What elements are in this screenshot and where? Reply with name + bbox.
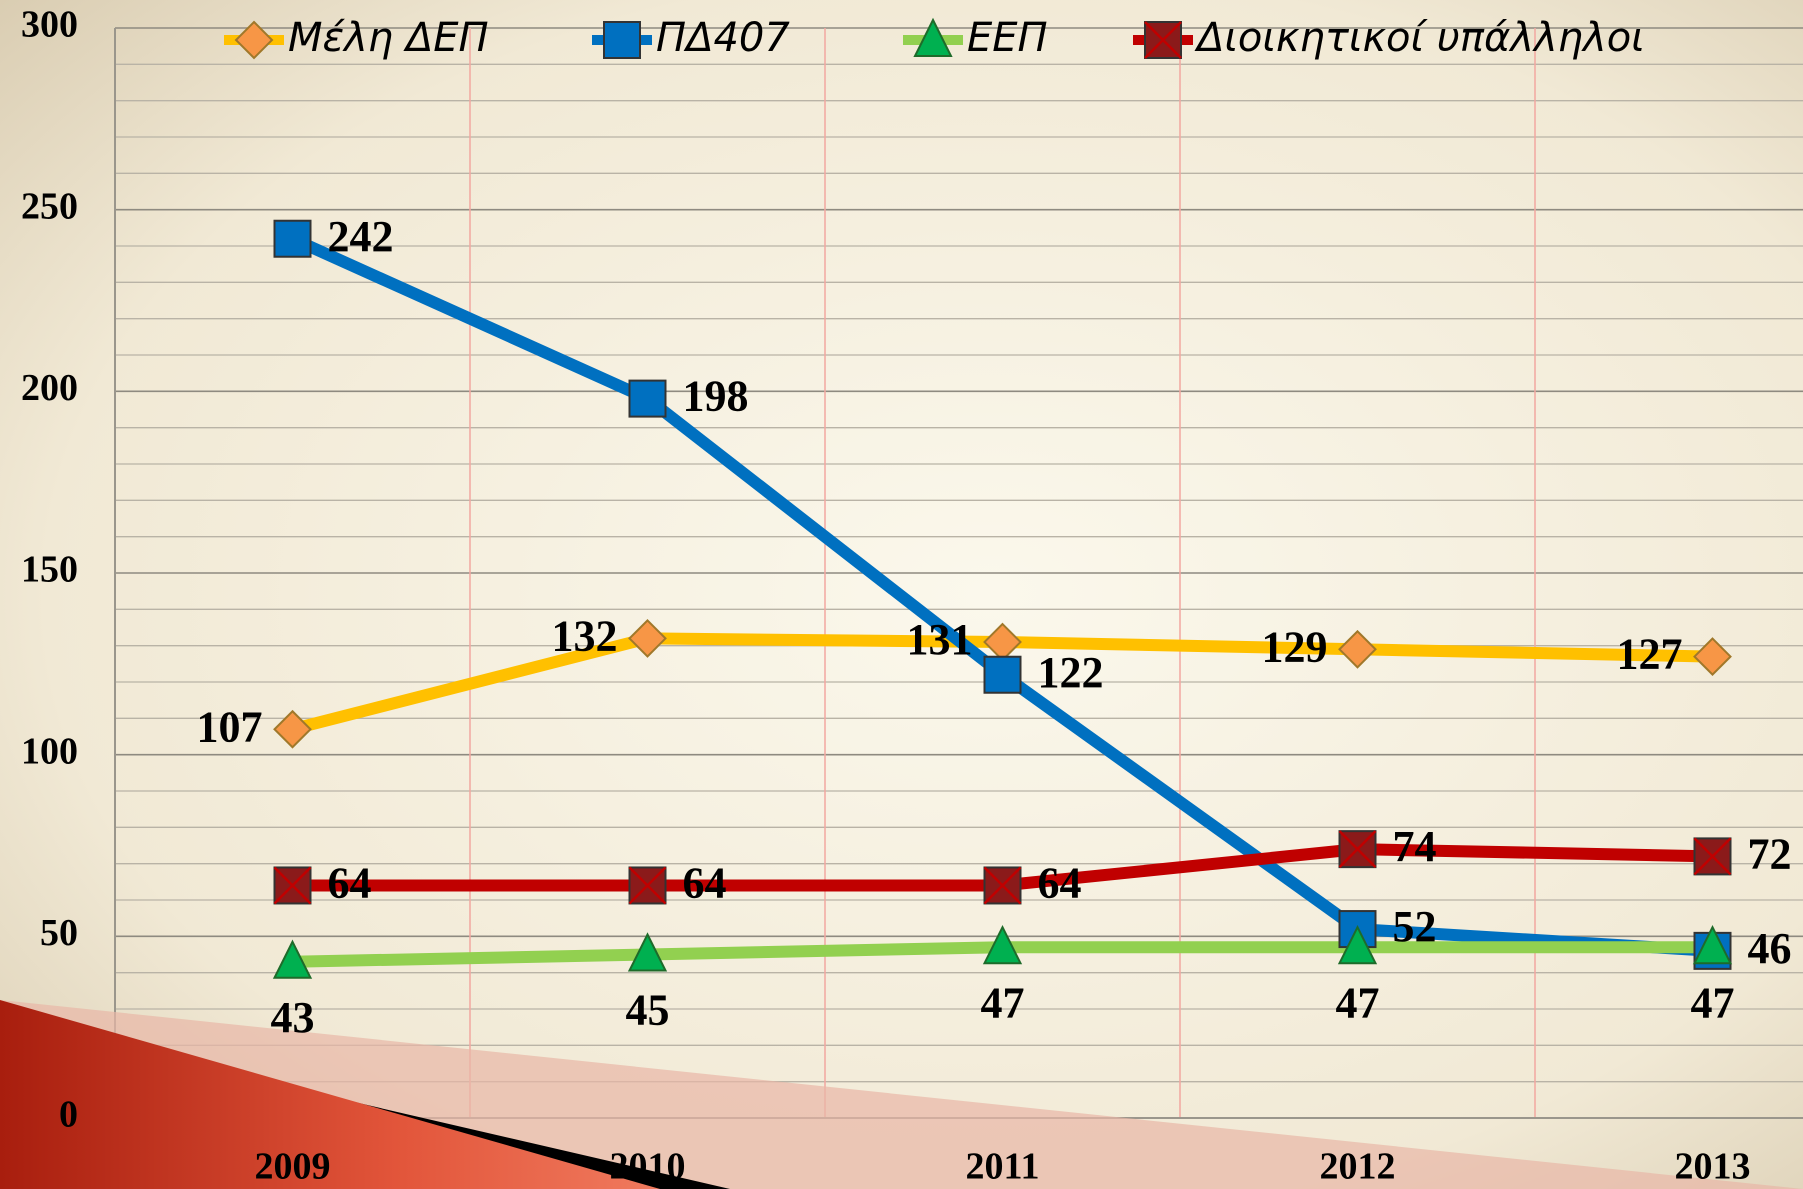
x-tick-label: 2011: [966, 1146, 1040, 1188]
legend-label: Μέλη ΔΕΠ: [288, 15, 489, 61]
data-label: 64: [683, 859, 727, 908]
y-tick-label: 50: [40, 912, 78, 954]
legend-label: ΠΔ407: [656, 15, 790, 61]
data-label: 242: [328, 212, 394, 261]
data-label: 46: [1748, 924, 1792, 973]
data-label: 45: [626, 986, 670, 1035]
data-label: 129: [1262, 622, 1328, 671]
legend-label: ΕΕΠ: [967, 15, 1048, 61]
y-tick-label: 250: [21, 185, 78, 227]
data-label: 52: [1393, 902, 1437, 951]
y-tick-label: 0: [59, 1094, 78, 1136]
x-tick-label: 2013: [1675, 1146, 1751, 1188]
x-tick-label: 2010: [610, 1146, 686, 1188]
data-label: 74: [1393, 822, 1437, 871]
data-label: 122: [1038, 648, 1104, 697]
marker: [275, 221, 311, 257]
marker: [604, 22, 640, 58]
data-label: 43: [271, 993, 315, 1042]
y-tick-label: 300: [21, 4, 78, 46]
y-tick-label: 200: [21, 367, 78, 409]
data-label: 107: [197, 702, 263, 751]
y-tick-label: 100: [21, 730, 78, 772]
marker: [630, 381, 666, 417]
legend-label: Διοικητικοί υπάλληλοι: [1194, 15, 1645, 61]
x-tick-label: 2012: [1320, 1146, 1396, 1188]
data-label: 47: [981, 978, 1025, 1027]
data-label: 132: [552, 611, 618, 660]
data-label: 64: [1038, 859, 1082, 908]
y-tick-label: 150: [21, 549, 78, 591]
data-label: 127: [1617, 630, 1683, 679]
data-label: 131: [907, 615, 973, 664]
data-label: 64: [328, 859, 372, 908]
data-label: 198: [683, 372, 749, 421]
chart: 0 50 100 150 200 250 300 2009 2010 2011 2012 2013 10…: [0, 0, 1803, 1189]
data-label: 47: [1336, 978, 1380, 1027]
data-label: 47: [1691, 978, 1735, 1027]
x-tick-label: 2009: [255, 1146, 331, 1188]
marker: [985, 657, 1021, 693]
data-label: 72: [1748, 829, 1792, 878]
